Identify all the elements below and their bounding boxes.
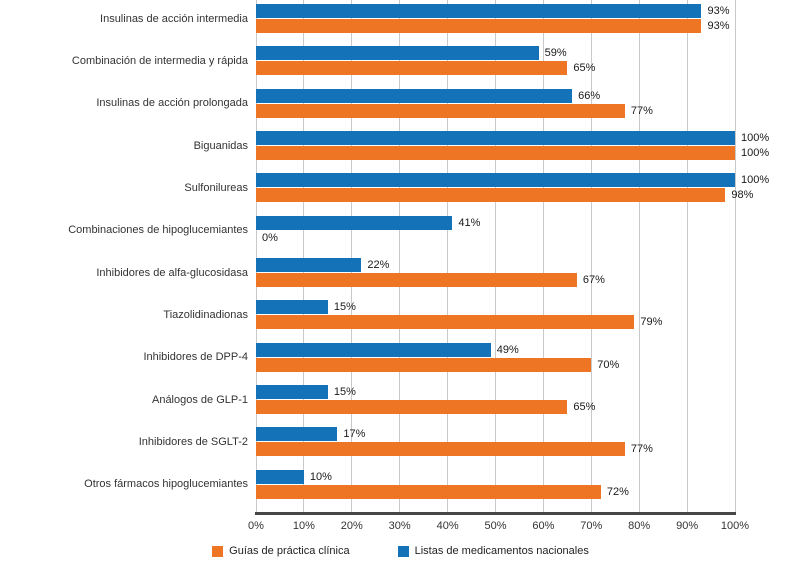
x-axis-line	[255, 512, 736, 515]
gridline	[255, 0, 257, 512]
bar-guias-clinicas	[256, 103, 625, 118]
value-label-listas-nacionales: 100%	[741, 174, 770, 187]
x-axis-tick-label: 50%	[484, 520, 507, 532]
bar-listas-nacionales	[256, 300, 328, 315]
category-label: Otros fármacos hipoglucemiantes	[84, 478, 248, 491]
category-label: Tiazolidinadionas	[163, 308, 248, 321]
category-label: Combinaciones de hipoglucemiantes	[68, 224, 248, 237]
bar-guias-clinicas	[256, 19, 702, 33]
value-label-guias-clinicas: 98%	[731, 189, 754, 202]
value-label-guias-clinicas: 93%	[707, 20, 730, 32]
gridline	[303, 0, 305, 512]
x-axis-tick-label: 70%	[580, 520, 603, 532]
legend-item-guias-clinicas: Guías de práctica clínica	[212, 545, 350, 557]
bar-guias-clinicas	[256, 400, 568, 414]
gridline	[590, 0, 592, 512]
legend-swatch-listas-nacionales	[397, 545, 409, 557]
value-label-listas-nacionales: 10%	[309, 470, 332, 483]
bar-guias-clinicas	[256, 61, 568, 76]
x-axis-tick-label: 40%	[436, 520, 459, 532]
gridline	[495, 0, 496, 512]
legend-swatch-guias-clinicas	[212, 545, 224, 557]
value-label-listas-nacionales: 22%	[367, 259, 390, 271]
bar-listas-nacionales	[256, 173, 735, 188]
bar-guias-clinicas	[256, 484, 601, 499]
gridline	[447, 0, 449, 512]
bar-listas-nacionales	[256, 385, 328, 399]
value-label-listas-nacionales: 59%	[544, 47, 567, 60]
value-label-guias-clinicas: 0%	[262, 231, 278, 244]
value-label-guias-clinicas: 72%	[606, 485, 629, 498]
bar-listas-nacionales	[256, 215, 453, 230]
value-label-listas-nacionales: 93%	[707, 5, 730, 17]
gridline	[734, 0, 736, 512]
x-axis-tick-label: 80%	[628, 520, 651, 532]
value-label-guias-clinicas: 67%	[582, 274, 605, 286]
value-label-guias-clinicas: 100%	[741, 147, 770, 159]
category-label: Análogos de GLP-1	[151, 393, 248, 406]
legend-item-listas-nacionales: Listas de medicamentos nacionales	[397, 545, 589, 557]
value-label-guias-clinicas: 77%	[630, 104, 653, 117]
category-label: Sulfonilureas	[184, 181, 248, 194]
bar-guias-clinicas	[256, 188, 726, 203]
x-axis-tick-label: 100%	[720, 520, 750, 532]
category-label: Inhibidores de SGLT-2	[138, 435, 248, 448]
bar-guias-clinicas	[256, 315, 635, 330]
bar-guias-clinicas	[256, 146, 735, 160]
value-label-listas-nacionales: 41%	[458, 216, 481, 229]
gridline	[542, 0, 544, 512]
category-label: Combinación de intermedia y rápida	[71, 54, 248, 67]
gridline	[351, 0, 353, 512]
value-label-guias-clinicas: 77%	[630, 443, 653, 456]
x-axis-tick-label: 90%	[676, 520, 699, 532]
bar-listas-nacionales	[256, 342, 491, 357]
value-label-listas-nacionales: 15%	[333, 301, 356, 314]
category-label: Insulinas de acción intermedia	[100, 12, 248, 25]
x-axis-tick-label: 0%	[248, 520, 264, 532]
legend-label-guias-clinicas: Guías de práctica clínica	[229, 545, 350, 557]
gridline	[686, 0, 688, 512]
x-axis-tick-label: 10%	[292, 520, 315, 532]
bar-guias-clinicas	[256, 357, 592, 372]
bar-guias-clinicas	[256, 442, 625, 457]
category-label: Insulinas de acción prolongada	[96, 97, 248, 110]
bar-listas-nacionales	[256, 88, 573, 103]
category-label: Biguanidas	[193, 139, 248, 152]
gridline	[399, 0, 401, 512]
value-label-listas-nacionales: 17%	[343, 428, 366, 441]
value-label-guias-clinicas: 70%	[597, 358, 620, 371]
value-label-guias-clinicas: 65%	[573, 401, 596, 413]
x-axis-tick-label: 20%	[340, 520, 363, 532]
bar-listas-nacionales	[256, 4, 702, 18]
x-axis-tick-label: 30%	[388, 520, 411, 532]
legend-label-listas-nacionales: Listas de medicamentos nacionales	[414, 545, 589, 557]
value-label-listas-nacionales: 49%	[496, 343, 519, 356]
x-axis-tick-label: 60%	[532, 520, 555, 532]
value-label-guias-clinicas: 65%	[573, 62, 596, 75]
category-label: Inhibidores de alfa-glucosidasa	[96, 266, 248, 279]
value-label-guias-clinicas: 79%	[640, 316, 663, 329]
value-label-listas-nacionales: 100%	[741, 132, 770, 144]
bar-listas-nacionales	[256, 131, 735, 145]
value-label-listas-nacionales: 15%	[333, 386, 356, 398]
gridline	[638, 0, 640, 512]
bar-listas-nacionales	[256, 46, 539, 61]
value-label-listas-nacionales: 66%	[578, 89, 601, 102]
chart-legend: Guías de práctica clínica Listas de medic…	[0, 545, 801, 557]
bar-listas-nacionales	[256, 258, 362, 272]
category-label: Inhibidores de DPP-4	[143, 351, 248, 364]
bar-listas-nacionales	[256, 469, 304, 484]
bar-guias-clinicas	[256, 273, 577, 287]
bar-listas-nacionales	[256, 427, 338, 442]
